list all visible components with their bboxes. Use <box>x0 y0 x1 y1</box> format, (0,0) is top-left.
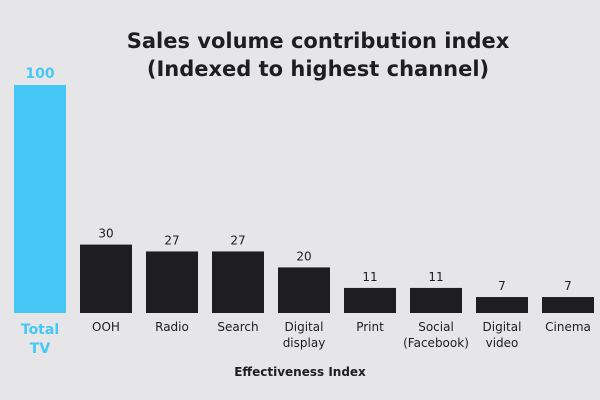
bar-4 <box>278 267 330 313</box>
bar-value-label-0: 100 <box>25 66 54 82</box>
bar-5 <box>344 287 396 313</box>
bar-value-label-8: 7 <box>564 279 572 293</box>
category-label-4-line-0: Digital <box>285 320 324 334</box>
bar-value-label-7: 7 <box>498 279 506 293</box>
bar-2 <box>146 251 198 313</box>
bar-3 <box>212 251 264 313</box>
category-label-7-line-1: video <box>486 336 519 350</box>
category-label-6-line-0: Social <box>418 320 454 334</box>
bar-1 <box>80 244 132 313</box>
category-label-0-line-1: TV <box>30 341 51 357</box>
chart-title-line-2: (Indexed to highest channel) <box>147 57 489 81</box>
chart-title-line-1: Sales volume contribution index <box>127 29 510 53</box>
category-label-0-line-0: Total <box>21 322 59 338</box>
category-label-6-line-1: (Facebook) <box>403 336 469 350</box>
category-label-4-line-1: display <box>283 336 326 350</box>
bar-value-label-5: 11 <box>362 270 377 284</box>
bar-7 <box>476 297 528 313</box>
category-label-5-line-0: Print <box>356 320 384 334</box>
x-axis-label: Effectiveness Index <box>234 365 366 379</box>
category-label-8-line-0: Cinema <box>545 320 591 334</box>
bar-value-label-1: 30 <box>98 227 113 241</box>
bar-value-label-3: 27 <box>230 233 245 247</box>
bar-value-label-6: 11 <box>428 270 443 284</box>
bar-value-label-4: 20 <box>296 249 311 263</box>
bar-value-label-2: 27 <box>164 233 179 247</box>
bar-8 <box>542 297 594 313</box>
bar-0 <box>14 85 66 313</box>
category-label-1-line-0: OOH <box>92 320 120 334</box>
category-label-7-line-0: Digital <box>483 320 522 334</box>
bar-6 <box>410 287 462 313</box>
bars-group: 100 Total TV 30 OOH 27 Radio 27 Search 20 Digital d… <box>14 66 594 357</box>
category-label-2-line-0: Radio <box>155 320 189 334</box>
category-label-3-line-0: Search <box>217 320 258 334</box>
